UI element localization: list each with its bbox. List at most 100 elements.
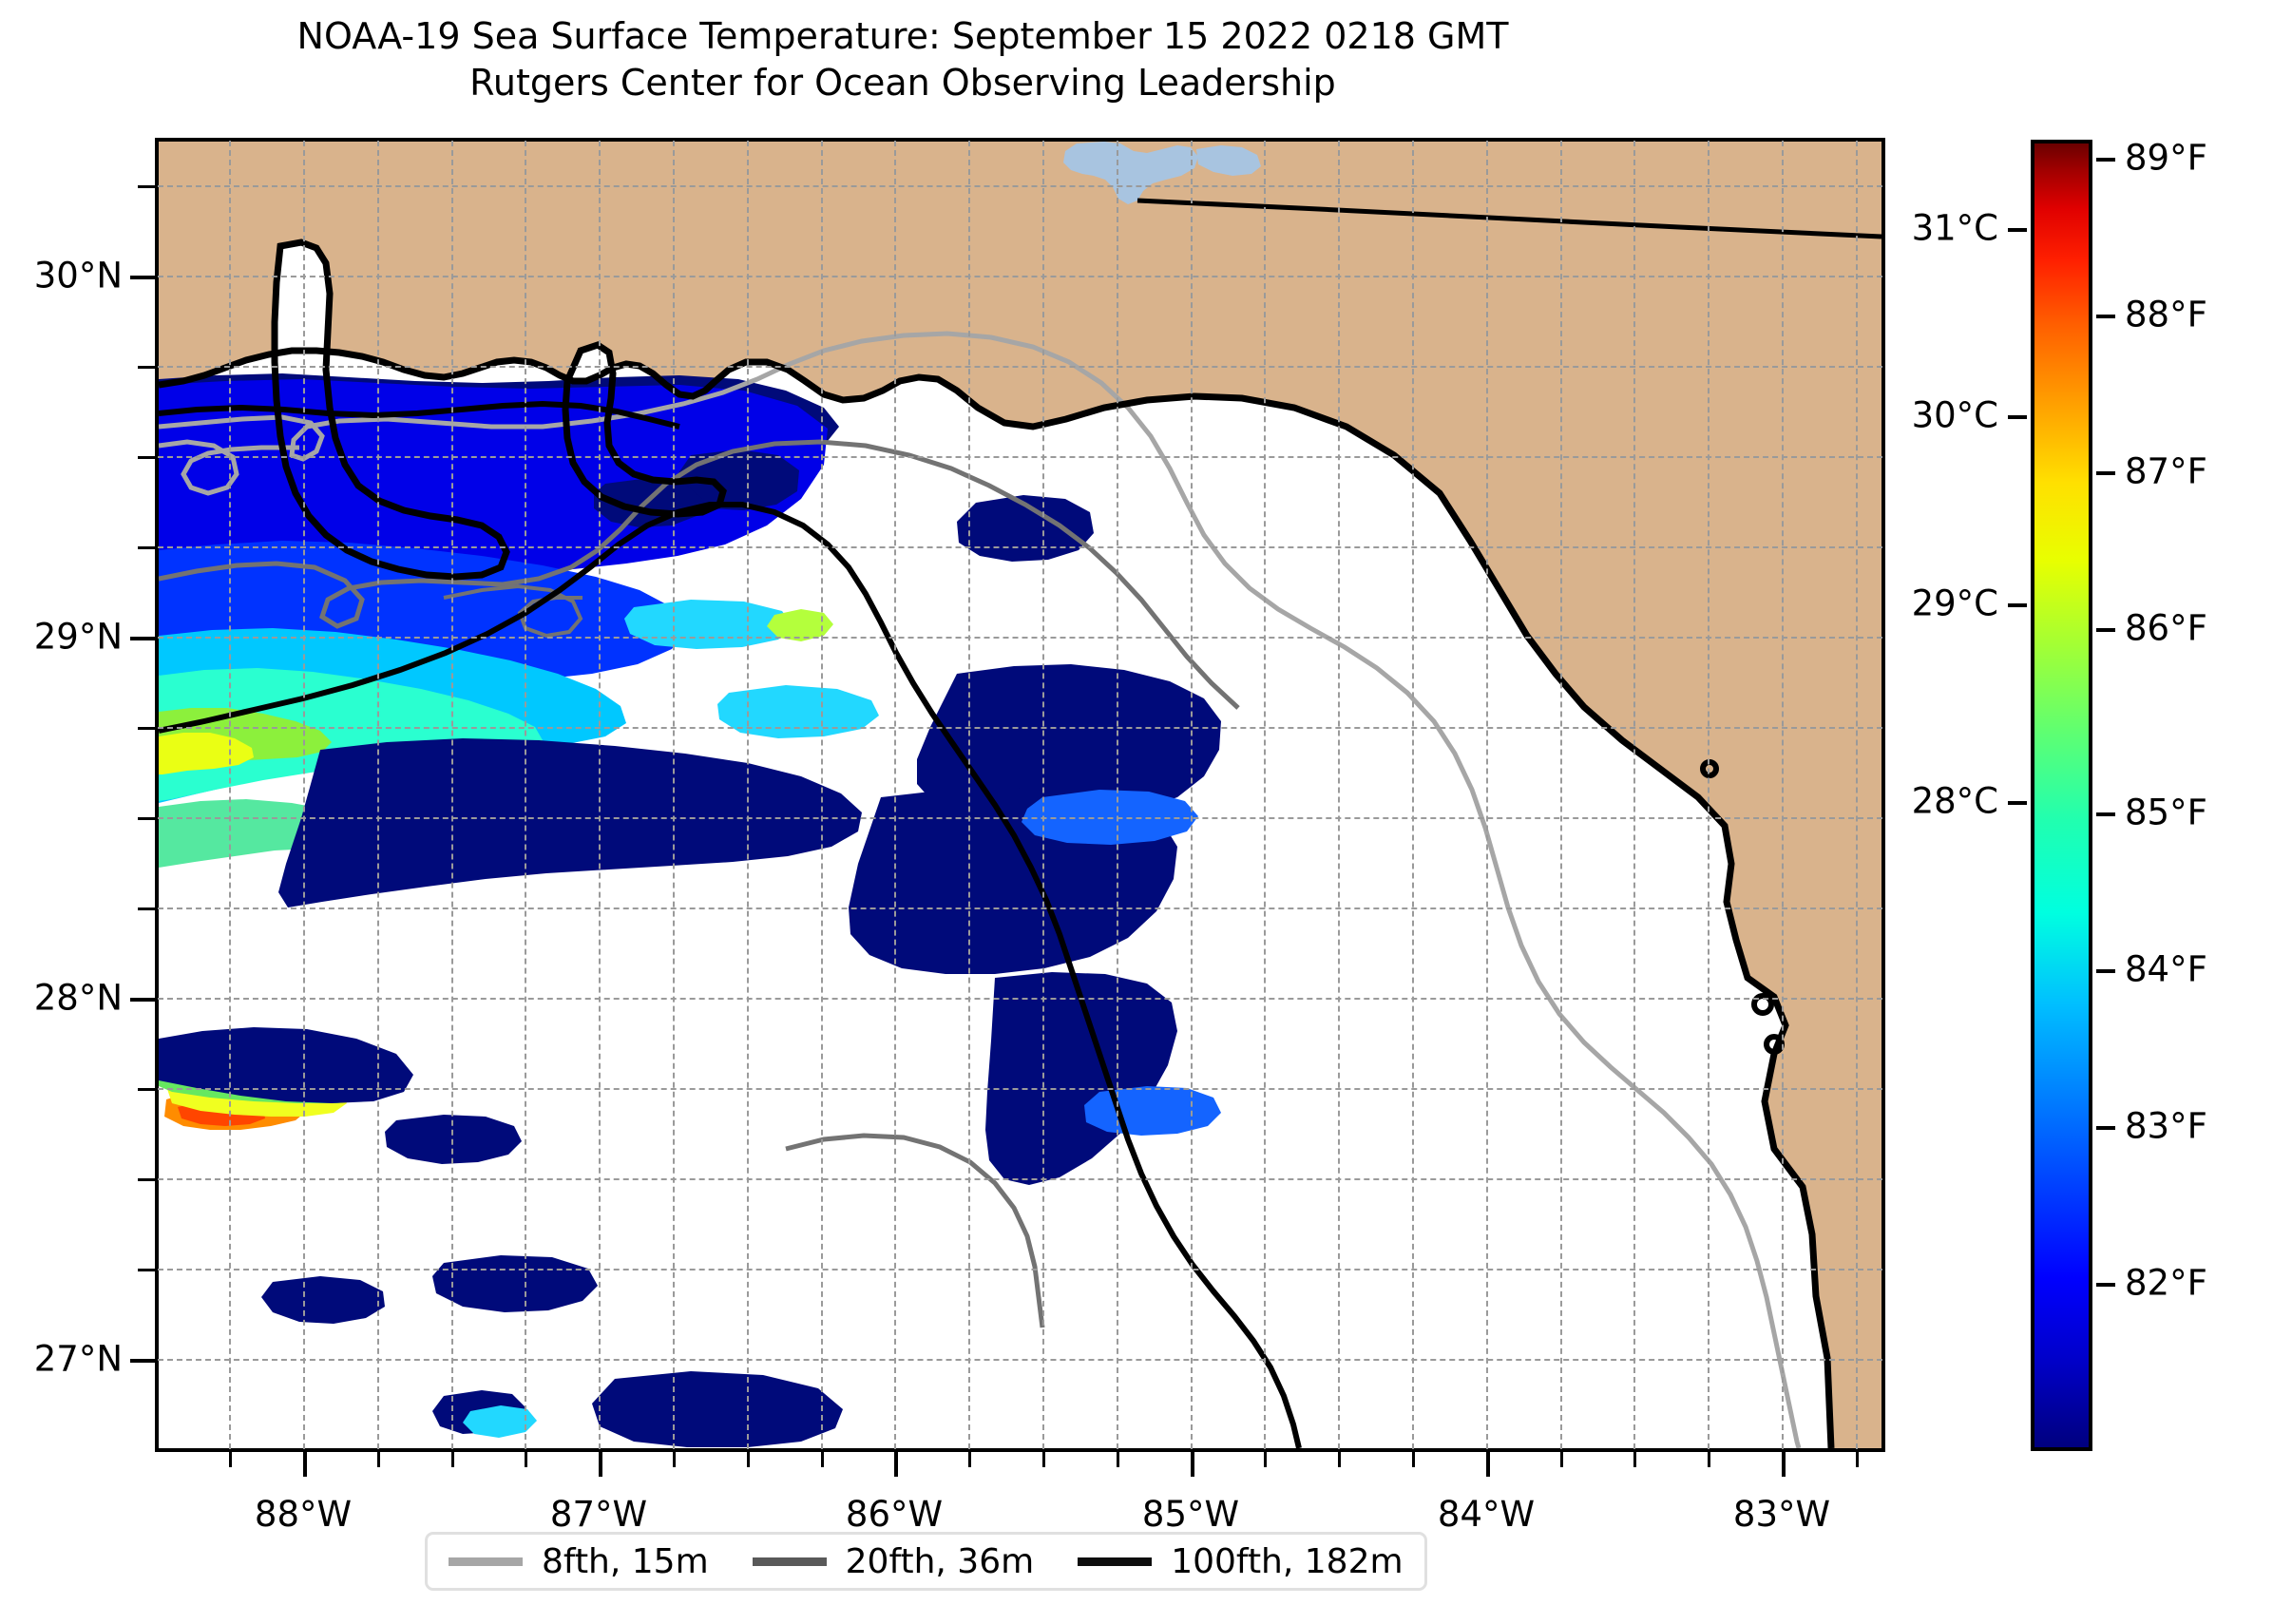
x-tick-minor	[821, 1452, 824, 1467]
legend-item-100fth[interactable]: 100fth, 182m	[1078, 1541, 1404, 1581]
sst-cyan-core	[159, 668, 543, 801]
map-plot-area[interactable]	[155, 138, 1885, 1452]
cbar-label-87f: 87°F	[2125, 450, 2207, 492]
state-border-line	[1136, 198, 1881, 239]
sst-cyan-spot-south	[463, 1405, 537, 1438]
legend-line-8fth	[449, 1557, 523, 1566]
x-tick-minor	[673, 1452, 676, 1467]
cbar-tick-f	[2096, 315, 2115, 318]
map-canvas	[159, 142, 1881, 1448]
cbar-tick-f	[2096, 969, 2115, 973]
cbar-label-86f: 86°F	[2125, 607, 2207, 649]
cbar-tick-c	[2008, 801, 2027, 805]
title-line-2: Rutgers Center for Ocean Observing Leade…	[469, 61, 1336, 104]
cbar-tick-f	[2096, 628, 2115, 632]
cbar-label-29c: 29°C	[1911, 583, 1998, 624]
x-tick-major	[303, 1452, 307, 1477]
x-axis-label-87w: 87°W	[549, 1494, 648, 1535]
y-axis-label-30n: 30°N	[33, 255, 123, 296]
x-tick-minor	[1633, 1452, 1636, 1467]
island-dot-1	[1700, 759, 1719, 778]
lake-seminole	[1063, 142, 1198, 204]
x-tick-minor	[1412, 1452, 1415, 1467]
x-tick-major	[599, 1452, 602, 1477]
sst-warm-plume-navy-rim	[159, 1027, 413, 1103]
cbar-tick-f	[2096, 812, 2115, 816]
y-tick-minor	[138, 908, 155, 910]
x-axis-label-86w: 86°W	[845, 1494, 944, 1535]
x-tick-minor	[451, 1452, 454, 1467]
y-tick-major	[130, 1359, 155, 1363]
cbar-label-30c: 30°C	[1911, 394, 1998, 436]
sst-navy-blob-g	[674, 449, 799, 510]
x-tick-minor	[525, 1452, 527, 1467]
y-axis-label-28n: 28°N	[33, 977, 123, 1019]
temperature-colorbar[interactable]	[2031, 140, 2092, 1451]
cbar-label-31c: 31°C	[1911, 207, 1998, 249]
title-line-1: NOAA-19 Sea Surface Temperature: Septemb…	[296, 15, 1509, 57]
cbar-tick-f	[2096, 1283, 2115, 1287]
x-tick-minor	[1042, 1452, 1045, 1467]
y-axis-label-29n: 29°N	[33, 616, 123, 658]
x-tick-minor	[377, 1452, 380, 1467]
x-tick-minor	[1856, 1452, 1859, 1467]
x-tick-major	[1486, 1452, 1490, 1477]
contour-8fth-west	[159, 439, 299, 496]
coastline-pensacola-bay	[562, 341, 727, 518]
legend-line-20fth	[752, 1557, 827, 1566]
y-axis-label-27n: 27°N	[33, 1338, 123, 1380]
contour-20fth-se	[785, 1133, 1045, 1328]
x-tick-minor	[1560, 1452, 1563, 1467]
cbar-tick-f	[2096, 1126, 2115, 1130]
y-tick-major	[130, 276, 155, 279]
y-tick-minor	[138, 1088, 155, 1091]
cbar-tick-c	[2008, 415, 2027, 419]
x-tick-minor	[229, 1452, 232, 1467]
y-tick-major	[130, 637, 155, 640]
y-tick-minor	[138, 456, 155, 459]
sst-navy-blob-a	[385, 1115, 522, 1164]
sst-blue-filament-2	[1084, 1086, 1221, 1136]
x-tick-major	[894, 1452, 898, 1477]
cbar-label-85f: 85°F	[2125, 792, 2207, 833]
cbar-tick-f	[2096, 471, 2115, 475]
contour-20fth	[159, 439, 1240, 710]
cbar-label-84f: 84°F	[2125, 948, 2207, 990]
cbar-tick-f	[2096, 158, 2115, 162]
legend-item-20fth[interactable]: 20fth, 36m	[752, 1542, 1034, 1581]
x-tick-major	[1782, 1452, 1786, 1477]
x-tick-minor	[1338, 1452, 1341, 1467]
contour-20fth-inner	[443, 583, 583, 639]
sst-navy-blob-d	[592, 1371, 843, 1447]
legend-label-8fth: 8fth, 15m	[542, 1541, 709, 1581]
y-tick-minor	[138, 1269, 155, 1271]
x-tick-minor	[1117, 1452, 1119, 1467]
x-tick-minor	[1264, 1452, 1267, 1467]
sst-navy-patch-east	[917, 664, 1221, 820]
sst-navy-tail-south	[985, 972, 1177, 1185]
x-tick-minor	[968, 1452, 971, 1467]
legend-label-100fth: 100fth, 182m	[1171, 1541, 1404, 1581]
y-tick-minor	[138, 366, 155, 369]
bathymetry-legend[interactable]: 8fth, 15m 20fth, 36m 100fth, 182m	[425, 1532, 1427, 1591]
coastline-main	[159, 347, 1835, 1448]
sst-navy-blob-f	[957, 495, 1094, 562]
x-axis-label-83w: 83°W	[1732, 1494, 1831, 1535]
cbar-label-28c: 28°C	[1911, 780, 1998, 822]
y-tick-minor	[138, 817, 155, 820]
y-tick-minor	[138, 546, 155, 549]
legend-line-100fth	[1078, 1557, 1153, 1566]
y-tick-major	[130, 998, 155, 1002]
coastline-barrier-islands	[159, 400, 680, 430]
x-axis-label-84w: 84°W	[1437, 1494, 1536, 1535]
x-tick-minor	[1708, 1452, 1710, 1467]
x-tick-major	[1191, 1452, 1194, 1477]
legend-item-8fth[interactable]: 8fth, 15m	[449, 1542, 709, 1581]
cbar-tick-c	[2008, 603, 2027, 607]
y-tick-minor	[138, 1178, 155, 1181]
sst-cyan-streak-2	[717, 685, 879, 738]
cbar-label-89f: 89°F	[2125, 137, 2207, 179]
x-axis-label-88w: 88°W	[254, 1494, 353, 1535]
sst-navy-blob-c	[261, 1276, 385, 1324]
